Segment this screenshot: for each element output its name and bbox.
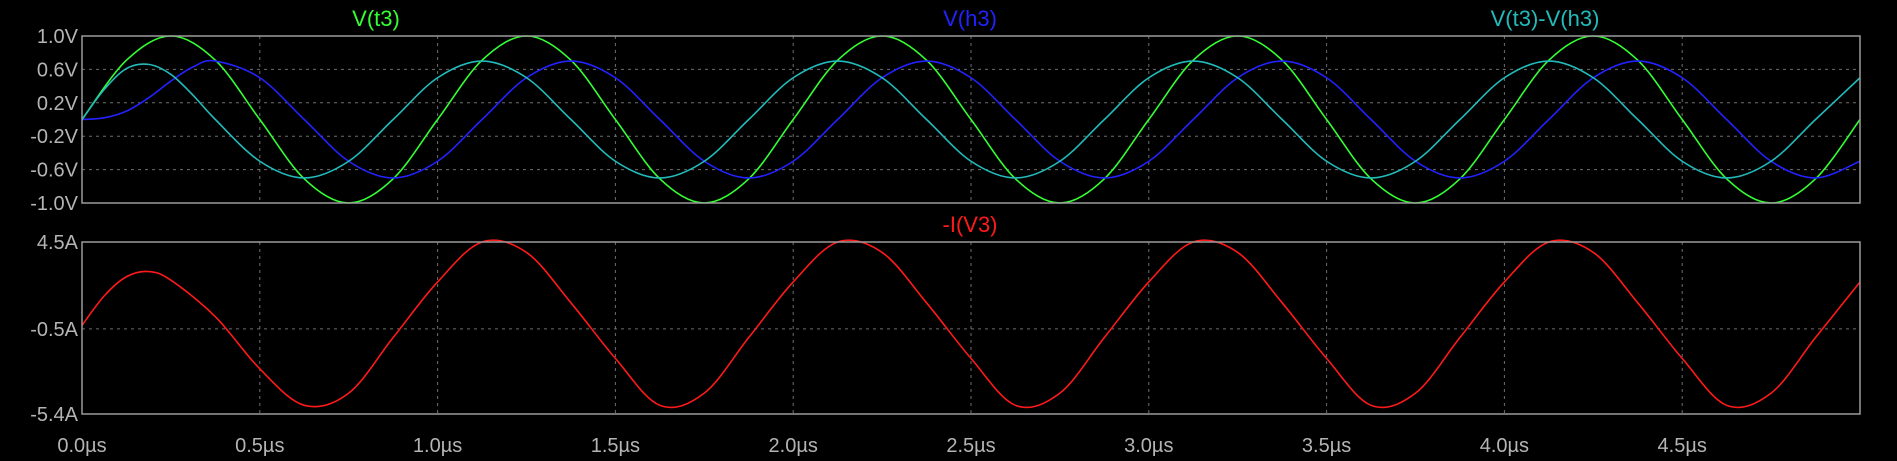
x-tick-label: 4.5µs — [1658, 435, 1707, 457]
trace-v-h3[interactable] — [81, 59, 1861, 179]
trace-label[interactable]: -I(V3) — [943, 212, 998, 237]
y-tick-label: 4.5A — [37, 232, 79, 254]
trace-label[interactable]: V(h3) — [943, 6, 997, 31]
x-axis: 0.0µs 0.5µs 1.0µs 1.5µs 2.0µs 2.5µs 3.0µs 3.5µs… — [57, 435, 1707, 457]
x-tick-label: 2.0µs — [769, 435, 818, 457]
y-tick-label: -1.0V — [30, 193, 78, 215]
y-tick-label: 0.6V — [37, 59, 79, 81]
plot-frame — [81, 35, 1861, 204]
voltage-pane: 1.0V 0.6V 0.2V -0.2V -0.6V -1.0V V(t3) V(h3) V(t… — [30, 6, 1861, 215]
x-tick-label: 1.5µs — [591, 435, 640, 457]
x-tick-label: 1.0µs — [413, 435, 462, 457]
y-tick-label: -0.5A — [30, 319, 78, 341]
y-tick-label: 1.0V — [37, 26, 79, 48]
x-tick-label: 3.5µs — [1302, 435, 1351, 457]
trace-v-t3-v-h3[interactable] — [81, 60, 1861, 179]
x-tick-label: 0.0µs — [57, 435, 106, 457]
trace-v-t3[interactable] — [81, 35, 1861, 204]
plot-frame — [81, 241, 1861, 415]
y-tick-label: -0.6V — [30, 160, 78, 182]
trace-label[interactable]: V(t3)-V(h3) — [1491, 6, 1600, 31]
y-tick-label: 0.2V — [37, 93, 79, 115]
x-tick-label: 2.5µs — [946, 435, 995, 457]
current-pane: 4.5A -0.5A -5.4A -I(V3) — [30, 212, 1861, 426]
y-tick-label: -5.4A — [30, 404, 78, 426]
x-tick-label: 3.0µs — [1124, 435, 1173, 457]
x-tick-label: 0.5µs — [235, 435, 284, 457]
trace-label[interactable]: V(t3) — [352, 6, 400, 31]
x-tick-label: 4.0µs — [1480, 435, 1529, 457]
y-tick-label: -0.2V — [30, 126, 78, 148]
